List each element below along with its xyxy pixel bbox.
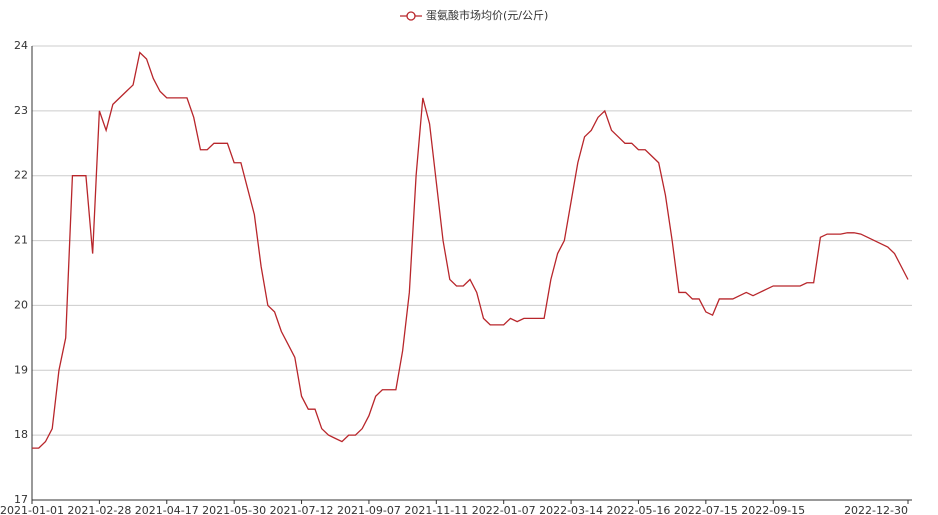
y-tick-label: 20 (14, 298, 28, 311)
y-tick-label: 23 (14, 104, 28, 117)
x-tick-label: 2021-04-17 (135, 504, 199, 515)
x-tick-label: 2022-12-30 (844, 504, 908, 515)
x-tick-label: 2022-03-14 (539, 504, 603, 515)
x-tick-label: 2022-07-15 (674, 504, 738, 515)
legend-marker (406, 11, 416, 21)
y-tick-label: 19 (14, 363, 28, 376)
x-tick-label: 2021-11-11 (404, 504, 468, 515)
x-tick-label: 2022-09-15 (741, 504, 805, 515)
x-tick-label: 2021-02-28 (67, 504, 131, 515)
y-tick-label: 21 (14, 234, 28, 247)
legend-label: 蛋氨酸市场均价(元/公斤) (426, 8, 548, 22)
line-series (32, 51, 909, 449)
x-tick-label: 2021-01-01 (0, 504, 64, 515)
x-tick-label: 2021-09-07 (337, 504, 401, 515)
x-tick-label: 2021-05-30 (202, 504, 266, 515)
x-tick-label: 2022-01-07 (472, 504, 536, 515)
y-tick-label: 24 (14, 39, 28, 52)
y-tick-label: 18 (14, 428, 28, 441)
y-tick-label: 17 (14, 493, 28, 506)
x-tick-label: 2022-05-16 (606, 504, 670, 515)
y-tick-label: 22 (14, 169, 28, 182)
x-tick-label: 2021-07-12 (270, 504, 334, 515)
